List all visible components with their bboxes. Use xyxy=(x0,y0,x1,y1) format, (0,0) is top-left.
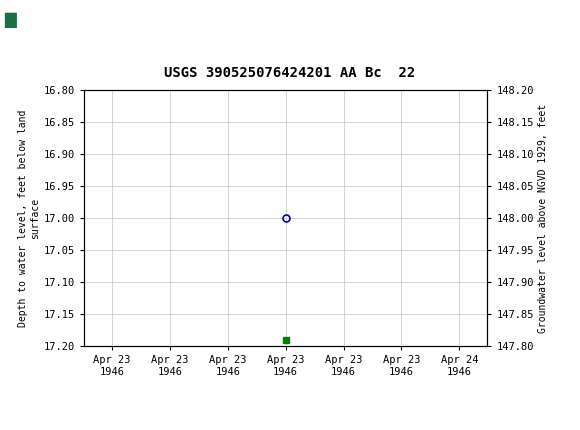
Text: USGS: USGS xyxy=(51,12,98,28)
FancyBboxPatch shape xyxy=(3,3,46,37)
Text: █: █ xyxy=(5,12,16,28)
Y-axis label: Groundwater level above NGVD 1929, feet: Groundwater level above NGVD 1929, feet xyxy=(538,104,548,333)
Text: USGS 390525076424201 AA Bc  22: USGS 390525076424201 AA Bc 22 xyxy=(164,66,416,80)
Y-axis label: Depth to water level, feet below land
surface: Depth to water level, feet below land su… xyxy=(18,110,39,327)
